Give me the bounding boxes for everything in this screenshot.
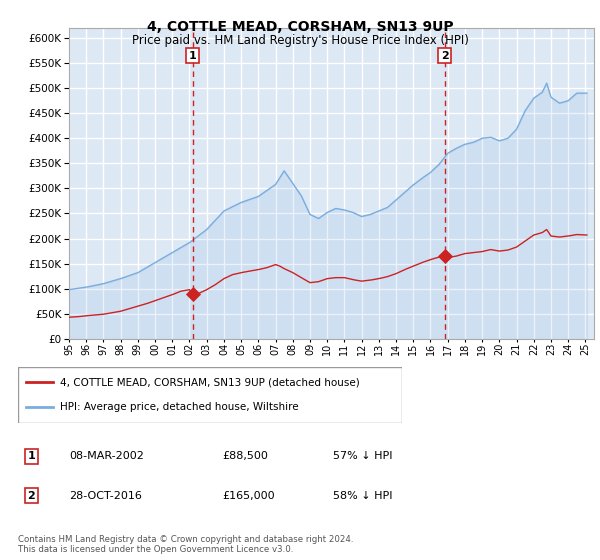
Text: Price paid vs. HM Land Registry's House Price Index (HPI): Price paid vs. HM Land Registry's House … xyxy=(131,34,469,46)
Text: £165,000: £165,000 xyxy=(222,491,275,501)
Text: 08-MAR-2002: 08-MAR-2002 xyxy=(69,451,144,461)
Text: £88,500: £88,500 xyxy=(222,451,268,461)
Text: 58% ↓ HPI: 58% ↓ HPI xyxy=(333,491,392,501)
Text: HPI: Average price, detached house, Wiltshire: HPI: Average price, detached house, Wilt… xyxy=(60,402,299,412)
Text: 28-OCT-2016: 28-OCT-2016 xyxy=(69,491,142,501)
Text: 4, COTTLE MEAD, CORSHAM, SN13 9UP (detached house): 4, COTTLE MEAD, CORSHAM, SN13 9UP (detac… xyxy=(60,377,360,388)
Text: 2: 2 xyxy=(441,50,449,60)
Point xyxy=(440,251,449,260)
Point xyxy=(188,290,197,299)
Text: 1: 1 xyxy=(28,451,35,461)
Text: 1: 1 xyxy=(189,50,196,60)
Text: 57% ↓ HPI: 57% ↓ HPI xyxy=(333,451,392,461)
Text: 4, COTTLE MEAD, CORSHAM, SN13 9UP: 4, COTTLE MEAD, CORSHAM, SN13 9UP xyxy=(146,20,454,34)
Text: 2: 2 xyxy=(28,491,35,501)
Text: Contains HM Land Registry data © Crown copyright and database right 2024.
This d: Contains HM Land Registry data © Crown c… xyxy=(18,535,353,554)
